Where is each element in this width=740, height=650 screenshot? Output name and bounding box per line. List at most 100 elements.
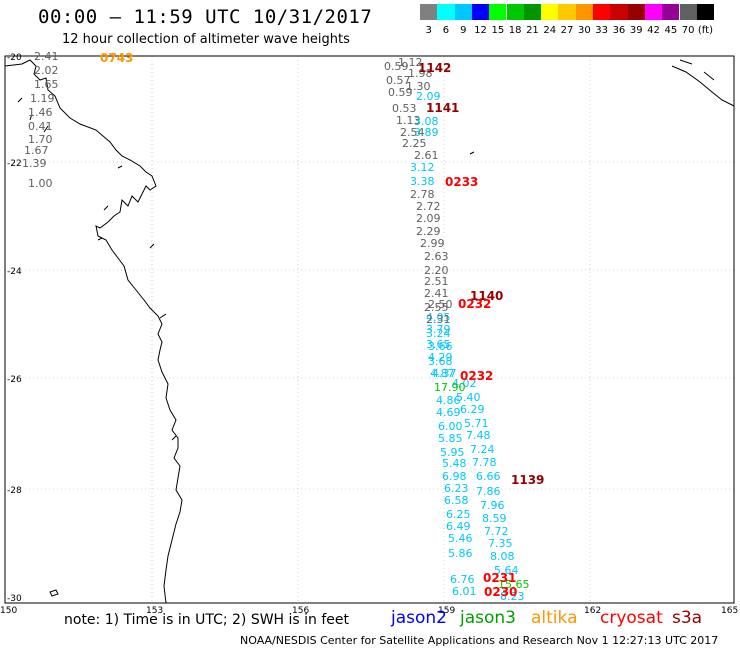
pass-time-label: 0743 [100, 51, 133, 65]
wave-height-value: 6.66 [476, 470, 501, 483]
wave-height-value: 6.01 [452, 585, 477, 598]
wave-height-value: 1.13 [396, 114, 421, 127]
wave-height-value: 7.35 [488, 537, 513, 550]
wave-height-value: 3.89 [414, 126, 439, 139]
scale-label: 70 [681, 25, 695, 36]
scale-label: 36 [612, 25, 626, 36]
wave-height-value: 3.79 [426, 323, 451, 336]
footnote: note: 1) Time is in UTC; 2) SWH is in fe… [64, 612, 350, 628]
wave-height-value: 2.63 [424, 250, 449, 263]
scale-swatch [575, 4, 593, 20]
wave-height-value: 1.39 [22, 157, 47, 170]
wave-height-value: 1.12 [398, 56, 423, 69]
wave-height-value: 2.20 [424, 264, 449, 277]
wave-height-value: 5.40 [456, 391, 481, 404]
wave-height-value: 5.95 [440, 446, 465, 459]
wave-height-value: 2.61 [414, 149, 439, 162]
wave-height-value: 2.41 [424, 287, 449, 300]
wave-height-value: 6.29 [460, 403, 485, 416]
scale-swatch [541, 4, 559, 20]
wave-height-value: 5.64 [494, 564, 519, 577]
scale-swatch [558, 4, 576, 20]
scale-swatch [437, 4, 455, 20]
scale-label: 15 [491, 25, 505, 36]
lat-label: -30 [7, 594, 22, 604]
pass-time-label: 0230 [484, 585, 517, 599]
wave-height-value: 4.02 [452, 377, 477, 390]
legend-cryosat: cryosat [600, 608, 663, 628]
wave-height-value: 4.86 [436, 394, 461, 407]
wave-height-value: 7.48 [466, 429, 491, 442]
pass-time-label: 1141 [426, 101, 459, 115]
wave-height-value: 6.00 [438, 420, 463, 433]
wave-height-value: 1.30 [406, 80, 431, 93]
scale-label: 9 [460, 25, 467, 36]
wave-height-value: 17.90 [434, 381, 466, 394]
wave-height-value: 0.57 [386, 74, 411, 87]
wave-height-value: 3.66 [428, 340, 453, 353]
scale-label: 18 [508, 25, 522, 36]
scale-label: 33 [595, 25, 609, 36]
wave-height-value: 2.51 [424, 275, 449, 288]
lon-label: 165 [721, 606, 738, 616]
wave-height-value: 2.29 [416, 225, 441, 238]
map-title: 00:00 — 11:59 UTC 10/31/2017 [38, 6, 373, 28]
scale-swatch [679, 4, 697, 20]
scale-swatch [506, 4, 524, 20]
wave-height-value: 5.71 [464, 417, 489, 430]
wave-height-value: 7.78 [472, 456, 497, 469]
wave-height-value: 2.55 [424, 301, 449, 314]
scale-label: 12 [474, 25, 487, 36]
legend-jason3: jason3 [460, 608, 516, 628]
wave-height-value: 4.87 [430, 367, 455, 380]
scale-label: 3 [425, 25, 432, 36]
pass-time-label: 0232 [460, 369, 493, 383]
legend-jason2: jason2 [391, 608, 447, 628]
scale-swatch [489, 4, 507, 20]
wave-height-value: 8.23 [500, 590, 525, 603]
wave-height-value: 3.65 [426, 338, 451, 351]
wave-height-value: 1.67 [24, 144, 49, 157]
scale-swatch [610, 4, 628, 20]
coastline-australia [4, 59, 183, 604]
scale-swatch [454, 4, 472, 20]
wave-height-value: 1.19 [30, 92, 55, 105]
scale-swatch [627, 4, 645, 20]
wave-height-values: 2.412.021.651.191.460.411.701.671.391.00… [0, 0, 530, 603]
wave-height-value: 2.78 [410, 188, 435, 201]
wave-height-value: 2.72 [416, 200, 441, 213]
wave-height-value: 1.70 [28, 133, 53, 146]
wave-height-value: 5.48 [442, 457, 467, 470]
wave-height-value: 2.09 [416, 212, 441, 225]
coastline-new-caledonia [671, 59, 735, 107]
wave-height-value: 6.21 [0, 0, 25, 3]
credits-footer: NOAA/NESDIS Center for Satellite Applica… [240, 634, 719, 647]
wave-height-value: 6.49 [446, 520, 471, 533]
wave-height-value: 7.72 [484, 525, 509, 538]
scale-label: 24 [543, 25, 557, 36]
wave-height-value: 2.54 [400, 126, 425, 139]
wave-height-value: 0.41 [28, 120, 53, 133]
lat-label: -20 [7, 53, 22, 63]
wave-height-value: 3.12 [410, 161, 435, 174]
graticule [5, 56, 734, 603]
scale-swatch [593, 4, 611, 20]
wave-height-value: 6.58 [444, 494, 469, 507]
wave-height-value: 0.59 [384, 60, 409, 73]
wave-height-value: 7.86 [476, 485, 501, 498]
wave-height-value: 3.08 [414, 115, 439, 128]
wave-height-value: 4.29 [428, 351, 453, 364]
wave-height-value: 7.24 [470, 443, 495, 456]
lat-label: -28 [7, 486, 22, 496]
lat-label: -26 [7, 375, 22, 385]
lon-label: 162 [584, 606, 601, 616]
pass-time-label: 1142 [418, 61, 451, 75]
wave-height-value: 2.09 [416, 90, 441, 103]
wave-height-value: 2.25 [402, 137, 427, 150]
wave-height-value: 5.85 [438, 432, 463, 445]
wave-height-value: 4.69 [436, 406, 461, 419]
wave-height-value: 2.31 [426, 313, 451, 326]
wave-height-value: 12.05 [0, 0, 32, 3]
scale-swatch [696, 4, 715, 20]
wave-height-value: 2.50 [428, 298, 453, 311]
